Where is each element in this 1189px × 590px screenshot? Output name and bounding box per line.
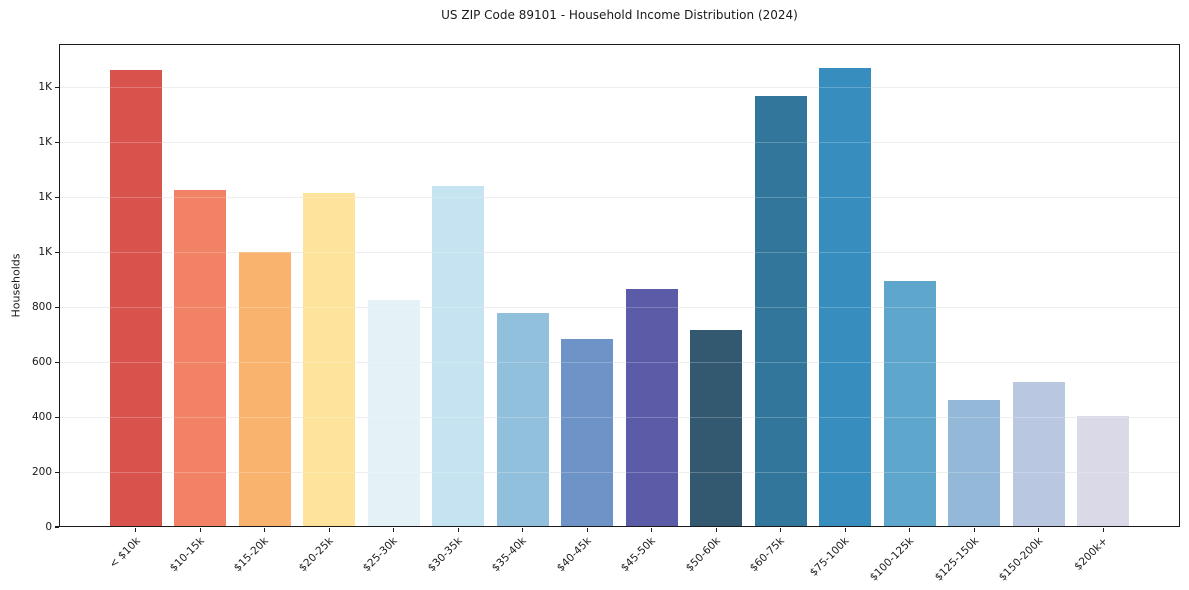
x-tick-mark <box>522 527 524 532</box>
y-tick-label: 800 <box>31 300 52 313</box>
y-tick-mark <box>54 197 59 199</box>
gridline <box>60 306 1179 308</box>
y-tick-mark <box>54 416 59 418</box>
x-tick-label: $75-100k <box>807 535 852 579</box>
gridline <box>60 197 1179 199</box>
x-tick-label: $125-150k <box>932 535 981 584</box>
y-tick-mark <box>54 471 59 473</box>
bar <box>754 96 807 526</box>
plot-area <box>59 44 1180 527</box>
bar <box>625 289 678 526</box>
y-tick-label: 1K <box>38 246 52 259</box>
bar <box>174 189 227 526</box>
gridline-overlay <box>60 471 1179 473</box>
x-tick-label: $20-25k <box>296 535 336 575</box>
y-tick-mark <box>54 526 59 528</box>
x-tick-label: $60-75k <box>748 535 788 575</box>
gridline-overlay <box>60 87 1179 89</box>
x-tick-mark <box>393 527 395 532</box>
bar <box>883 280 936 526</box>
bar <box>1077 416 1130 526</box>
y-tick-label: 600 <box>31 355 52 368</box>
y-tick-label: 200 <box>31 465 52 478</box>
x-tick-mark <box>973 527 975 532</box>
x-tick-label: $10-15k <box>167 535 207 575</box>
y-tick-mark <box>54 142 59 144</box>
gridline-overlay <box>60 197 1179 199</box>
gridline <box>60 87 1179 89</box>
gridline <box>60 252 1179 254</box>
y-tick-mark <box>54 361 59 363</box>
x-tick-label: $30-35k <box>425 535 465 575</box>
bar <box>819 68 872 526</box>
y-tick-mark <box>54 87 59 89</box>
x-tick-label: $40-45k <box>554 535 594 575</box>
y-tick-label: 1K <box>38 81 52 94</box>
y-tick-label: 1K <box>38 136 52 149</box>
x-tick-mark <box>264 527 266 532</box>
bar <box>432 185 485 526</box>
gridline-overlay <box>60 252 1179 254</box>
gridline <box>60 471 1179 473</box>
y-tick-mark <box>54 251 59 254</box>
gridline-overlay <box>60 142 1179 144</box>
x-tick-mark <box>909 527 911 532</box>
x-tick-mark <box>1102 527 1104 532</box>
x-tick-mark <box>780 527 782 532</box>
x-tick-label: $200k+ <box>1071 535 1110 573</box>
gridline-overlay <box>60 361 1179 363</box>
x-tick-label: $45-50k <box>619 535 659 575</box>
x-tick-label: $15-20k <box>232 535 272 575</box>
x-tick-label: $35-40k <box>490 535 530 575</box>
bar <box>1012 381 1065 526</box>
bar <box>238 251 291 526</box>
x-tick-mark <box>715 527 717 532</box>
x-tick-label: $25-30k <box>361 535 401 575</box>
bar <box>367 299 420 526</box>
gridline-overlay <box>60 306 1179 308</box>
x-tick-label: $100-125k <box>867 535 917 584</box>
y-tick-label: 1K <box>38 191 52 204</box>
x-tick-mark <box>1038 527 1040 532</box>
gridline <box>60 416 1179 418</box>
x-tick-mark <box>328 527 330 532</box>
x-tick-mark <box>457 527 459 532</box>
x-tick-mark <box>199 527 201 532</box>
x-tick-label: < $10k <box>106 535 143 571</box>
x-tick-mark <box>586 527 588 532</box>
bar <box>496 313 549 526</box>
bar <box>948 399 1001 526</box>
chart-title: US ZIP Code 89101 - Household Income Dis… <box>441 8 798 22</box>
bar <box>561 338 614 526</box>
x-tick-label: $50-60k <box>683 535 723 575</box>
gridline <box>60 142 1179 144</box>
bar <box>690 329 743 526</box>
x-tick-mark <box>135 527 137 532</box>
bar <box>303 192 356 526</box>
y-tick-mark <box>54 306 59 309</box>
y-tick-label: 400 <box>31 410 52 423</box>
x-tick-mark <box>844 527 846 532</box>
x-tick-mark <box>651 527 653 532</box>
gridline-overlay <box>60 416 1179 418</box>
gridline <box>60 361 1179 363</box>
y-tick-label: 0 <box>45 520 52 533</box>
bar <box>109 70 162 526</box>
x-tick-label: $150-200k <box>996 535 1046 584</box>
